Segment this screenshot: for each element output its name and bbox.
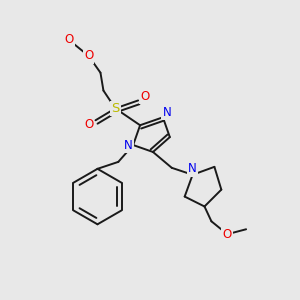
Text: O: O <box>223 228 232 241</box>
Text: N: N <box>124 139 133 152</box>
Text: O: O <box>84 50 93 62</box>
Text: O: O <box>140 90 150 103</box>
Text: S: S <box>111 102 119 115</box>
Text: O: O <box>84 118 93 131</box>
Text: O: O <box>64 32 74 46</box>
Text: N: N <box>163 106 171 119</box>
Text: N: N <box>188 162 197 175</box>
